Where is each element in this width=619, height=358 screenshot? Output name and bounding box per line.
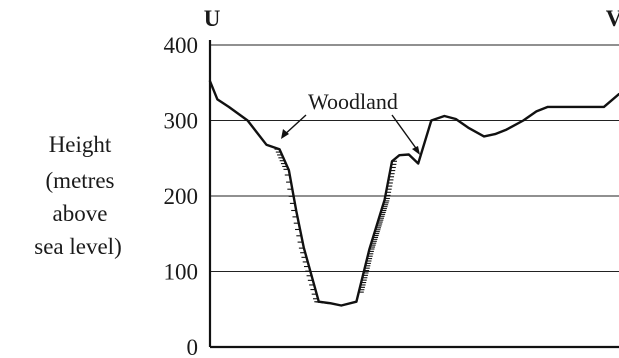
end-point-label: V	[606, 6, 619, 31]
woodland-arrow-right	[391, 114, 419, 152]
woodland-annotation: Woodland	[308, 89, 398, 114]
y-tick-label: 200	[164, 184, 199, 209]
y-axis-title-line-1: Height	[49, 132, 112, 157]
woodland-arrowhead-left	[281, 129, 289, 139]
woodland-arrowhead-right	[412, 146, 420, 155]
y-tick-label: 300	[164, 109, 199, 134]
start-point-label: U	[204, 6, 221, 31]
y-tick-label: 100	[164, 260, 199, 285]
y-tick-label: 400	[164, 33, 199, 58]
y-axis-title-line-2: (metres	[46, 168, 115, 193]
y-tick-labels: 0 100 200 300 400	[164, 33, 199, 358]
woodland-hatching	[274, 148, 398, 305]
y-axis-title-line-4: sea level)	[34, 234, 121, 259]
woodland-arrows	[281, 114, 420, 155]
y-axis-title-line-3: above	[53, 201, 108, 226]
y-tick-label: 0	[187, 335, 199, 358]
terrain-profile-line	[208, 80, 619, 307]
gridlines	[210, 44, 619, 272]
